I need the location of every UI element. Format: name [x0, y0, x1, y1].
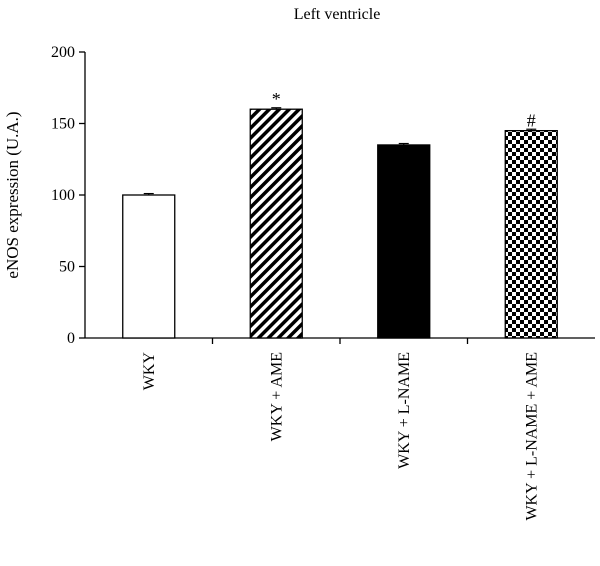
y-tick-label-0: 0 — [67, 330, 75, 347]
x-tick-label-1: WKY — [141, 352, 158, 391]
bar-4 — [504, 129, 558, 339]
x-tick-label-3: WKY + L-NAME — [396, 352, 413, 469]
bar-1 — [122, 194, 176, 339]
y-tick-label-50: 50 — [59, 259, 75, 276]
x-tick-label-2: WKY + AME — [268, 352, 285, 441]
y-axis-label: eNOS expression (U.A.) — [3, 111, 22, 278]
bar-3 — [377, 144, 431, 339]
annotation-4: # — [527, 111, 536, 131]
y-tick-label-100: 100 — [51, 187, 75, 204]
x-tick-label-4: WKY + L-NAME + AME — [523, 352, 540, 521]
bar-2 — [249, 108, 303, 339]
annotation-2: * — [272, 89, 281, 109]
chart-title: Left ventricle — [294, 6, 381, 23]
y-tick-label-200: 200 — [51, 44, 75, 61]
y-tick-label-150: 150 — [51, 116, 75, 133]
plot-area: 0 50 100 150 200 WKY * WKY + AME WKY + L-NAME # WK… — [51, 44, 595, 521]
